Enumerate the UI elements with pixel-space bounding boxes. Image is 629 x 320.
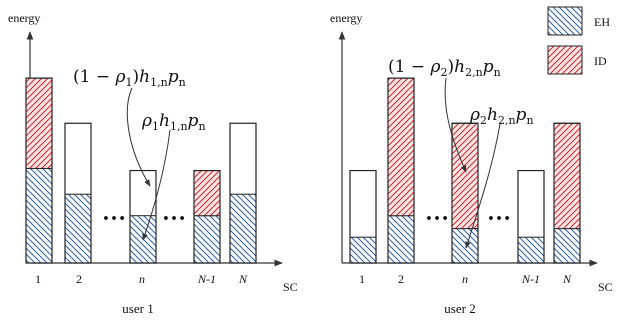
tick-label-N: N <box>238 272 248 286</box>
tick-label-N-1: N-1 <box>197 272 216 286</box>
bar-sc-N <box>229 122 257 264</box>
tick-label-n: n <box>139 272 145 286</box>
legend-label-eh: EH <box>594 15 610 29</box>
ellipsis-right: … <box>487 200 511 226</box>
arrow-to-eh <box>465 123 501 249</box>
tick-label-n: n <box>462 272 468 286</box>
bar-eh-segment <box>229 193 257 264</box>
arrow-to-eh <box>142 129 171 241</box>
bar-outline <box>349 169 377 264</box>
bar-eh-segment <box>25 167 53 264</box>
bar-id-segment <box>451 122 479 230</box>
bar-id-segment <box>387 77 415 217</box>
bar-outline <box>193 169 221 264</box>
bar-outline <box>517 169 545 264</box>
panel-caption: user 1 <box>122 301 153 316</box>
bar-sc-n <box>129 169 157 264</box>
legend-swatch-id <box>547 45 583 75</box>
bar-sc-2 <box>64 122 92 264</box>
x-axis-label: SC <box>598 280 613 294</box>
arrow-to-id <box>444 77 467 173</box>
bars <box>25 77 257 264</box>
annotation-one-minus-rho1: (1 − ρ1)h1,npn <box>73 67 186 89</box>
panel-caption: user 2 <box>444 301 475 316</box>
bars <box>349 77 581 264</box>
bar-eh-segment <box>517 236 545 264</box>
legend-item-id: ID <box>547 45 607 75</box>
bar-eh-segment <box>451 228 479 264</box>
tick-label-1: 1 <box>359 272 365 286</box>
bar-outline <box>553 122 581 264</box>
tick-label-1: 1 <box>35 272 41 286</box>
bar-sc-N-1 <box>517 169 545 264</box>
bar-outline <box>129 169 157 264</box>
tick-label-2: 2 <box>76 272 82 286</box>
bar-id-segment <box>553 122 581 230</box>
bar-outline <box>387 77 415 264</box>
bar-sc-1 <box>25 77 53 264</box>
bar-outline <box>229 122 257 264</box>
ellipsis-left: … <box>102 200 126 226</box>
bar-id-segment <box>193 170 221 217</box>
annotation-rho2: ρ2h2,npn <box>469 105 534 127</box>
bar-eh-segment <box>387 215 415 264</box>
y-axis-label: energy <box>8 11 40 25</box>
ellipsis-right: … <box>162 200 186 226</box>
legend-label-id: ID <box>594 54 607 68</box>
arrow-to-unused <box>126 87 151 187</box>
bar-sc-1 <box>349 169 377 264</box>
bar-eh-segment <box>553 228 581 264</box>
annotation-rho1: ρ1h1,npn <box>141 111 206 133</box>
bar-outline <box>25 77 53 264</box>
bar-sc-N <box>553 122 581 264</box>
y-axis-label: energy <box>330 11 362 25</box>
tick-label-N: N <box>562 272 572 286</box>
tick-label-2: 2 <box>398 272 404 286</box>
bar-eh-segment <box>193 215 221 264</box>
ellipsis-left: … <box>425 200 449 226</box>
x-axis-label: SC <box>283 280 298 294</box>
legend-swatch-eh <box>547 6 583 36</box>
annotation-one-minus-rho2: (1 − ρ2)h2,npn <box>388 57 501 79</box>
bar-sc-N-1 <box>193 169 221 264</box>
tick-label-N-1: N-1 <box>521 272 540 286</box>
legend: EH ID <box>547 6 610 75</box>
bar-outline <box>451 122 479 264</box>
panel-user-1: energy SC user 1 1 2 n N-1 N … … (1 − ρ1… <box>8 11 298 316</box>
bar-eh-segment <box>64 193 92 264</box>
bar-id-segment <box>25 77 53 169</box>
bar-eh-segment <box>349 236 377 264</box>
bar-outline <box>64 122 92 264</box>
legend-item-eh: EH <box>547 6 610 36</box>
bar-sc-2 <box>387 77 415 264</box>
bar-sc-n <box>451 122 479 264</box>
panel-user-2: energy SC user 2 1 2 n N-1 N … … (1 − ρ2… <box>330 11 613 316</box>
